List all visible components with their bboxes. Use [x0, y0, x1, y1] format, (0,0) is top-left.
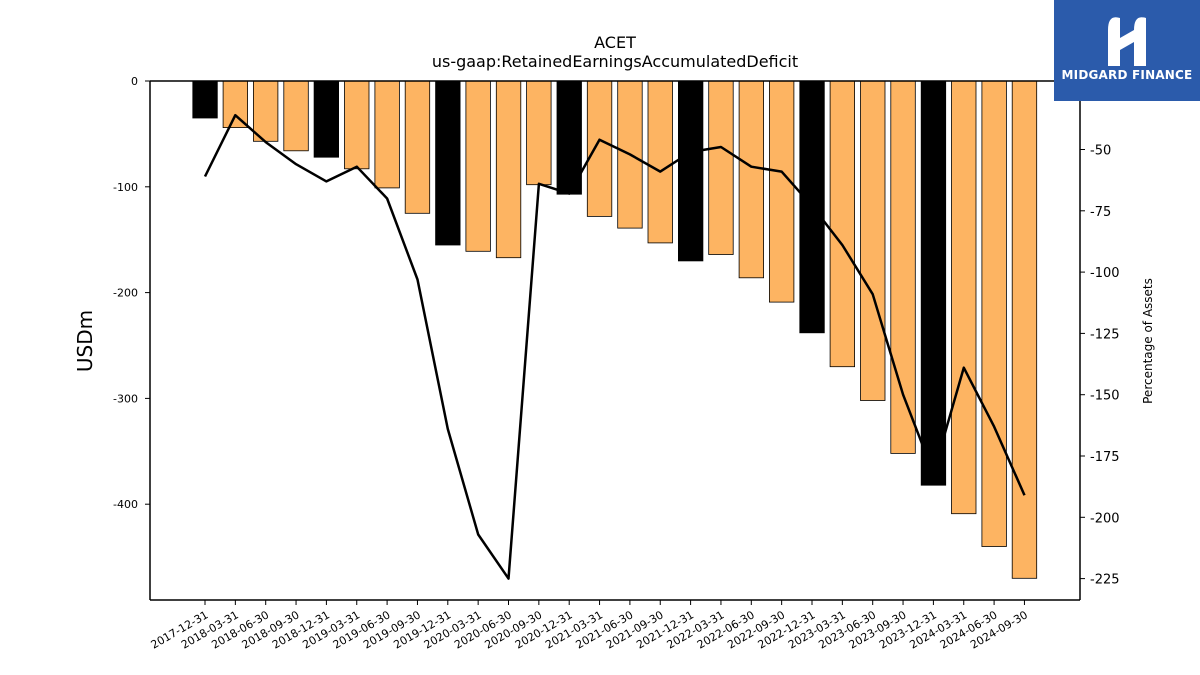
bar-2024-06-30 [981, 80, 1007, 547]
bar-2019-03-31 [344, 80, 370, 170]
y-tick-label: -100 [113, 181, 138, 194]
chart-subtitle: us-gaap:RetainedEarningsAccumulatedDefic… [431, 52, 799, 71]
bar-2022-06-30 [738, 80, 764, 279]
y2-tick-label: -125 [1090, 327, 1120, 342]
bar-2021-09-30 [647, 80, 673, 244]
bar-2017-12-31 [192, 80, 218, 119]
bar-2022-09-30 [769, 80, 795, 303]
chart-title: ACET [594, 33, 636, 52]
y2-tick-label: -75 [1090, 205, 1111, 220]
bar-2019-12-31 [435, 80, 461, 246]
brand-logo-box: MIDGARD FINANCE [1054, 0, 1200, 101]
bar-2021-12-31 [678, 80, 704, 262]
bar-2023-06-30 [860, 80, 886, 401]
brand-logo-icon [1108, 17, 1146, 66]
y2-axis-label: Percentage of Assets [1141, 278, 1155, 404]
y2-tick-label: -200 [1090, 511, 1120, 526]
percentage-of-assets-line [203, 113, 1026, 580]
bar-2018-06-30 [252, 80, 279, 142]
bar-2020-09-30 [526, 80, 552, 186]
bar-2019-09-30 [404, 80, 431, 214]
y-tick-label: -400 [113, 498, 138, 511]
y-tick-label: -300 [113, 392, 138, 405]
y2-tick-label: -50 [1090, 144, 1111, 159]
bar-2024-03-31 [951, 80, 977, 515]
bar-2020-12-31 [556, 80, 582, 195]
bar-2018-03-31 [222, 80, 249, 128]
bar-2022-03-31 [708, 80, 734, 255]
bar-2018-09-30 [283, 80, 309, 152]
bar-2019-06-30 [374, 80, 400, 189]
bar-2023-12-31 [920, 80, 947, 486]
y2-tick-label: -150 [1090, 389, 1120, 404]
bar-2021-03-31 [586, 80, 613, 217]
y2-tick-label: -225 [1090, 573, 1120, 588]
bar-2024-09-30 [1011, 80, 1038, 579]
bar-2020-03-31 [465, 80, 491, 252]
y2-tick-label: -100 [1090, 266, 1120, 281]
bar-2018-12-31 [313, 80, 340, 158]
y2-tick-label: -175 [1090, 450, 1120, 465]
y-tick-label: -200 [113, 287, 138, 300]
bar-2023-03-31 [829, 80, 855, 368]
bar-2020-06-30 [495, 80, 522, 259]
brand-name: MIDGARD FINANCE [1061, 68, 1193, 82]
y-axis-label: USDm [73, 310, 97, 372]
y-tick-label: 0 [131, 75, 138, 88]
